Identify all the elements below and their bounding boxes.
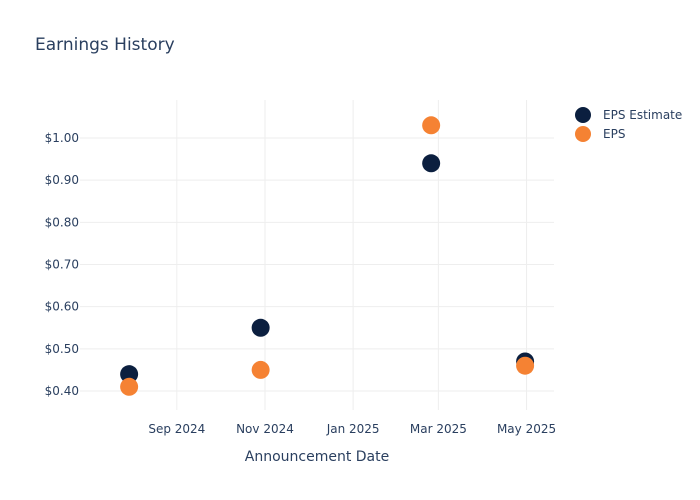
x-tick-label: Jan 2025: [326, 422, 380, 436]
y-axis-ticks: $0.40 $0.50 $0.60 $0.70 $0.80 $0.90 $1.00: [45, 131, 79, 398]
grid: [80, 100, 554, 410]
legend[interactable]: EPS Estimate EPS: [575, 107, 682, 142]
x-axis-ticks: Sep 2024 Nov 2024 Jan 2025 Mar 2025 May 2025: [148, 422, 556, 436]
x-tick-label: Sep 2024: [148, 422, 205, 436]
y-tick-label: $0.80: [45, 215, 79, 229]
eps-estimate-point[interactable]: [422, 154, 441, 173]
eps-point[interactable]: [516, 356, 535, 375]
data-points: [120, 116, 535, 396]
legend-marker: [575, 107, 591, 123]
eps-point[interactable]: [251, 360, 270, 379]
x-tick-label: May 2025: [497, 422, 556, 436]
legend-item-eps-estimate[interactable]: EPS Estimate: [575, 107, 682, 123]
legend-item-eps[interactable]: EPS: [575, 126, 625, 142]
legend-label: EPS Estimate: [603, 108, 682, 122]
eps-point[interactable]: [120, 377, 139, 396]
legend-marker: [575, 126, 591, 142]
y-tick-label: $1.00: [45, 131, 79, 145]
eps-point[interactable]: [422, 116, 441, 135]
y-tick-label: $0.40: [45, 384, 79, 398]
eps-estimate-point[interactable]: [120, 365, 139, 384]
chart-title: Earnings History: [35, 35, 175, 55]
y-tick-label: $0.50: [45, 342, 79, 356]
eps-estimate-point[interactable]: [251, 318, 270, 337]
y-tick-label: $0.60: [45, 300, 79, 314]
y-tick-label: $0.70: [45, 257, 79, 271]
x-axis-title: Announcement Date: [245, 449, 389, 465]
legend-label: EPS: [603, 127, 625, 141]
x-tick-label: Nov 2024: [236, 422, 294, 436]
x-tick-label: Mar 2025: [410, 422, 467, 436]
y-tick-label: $0.90: [45, 173, 79, 187]
